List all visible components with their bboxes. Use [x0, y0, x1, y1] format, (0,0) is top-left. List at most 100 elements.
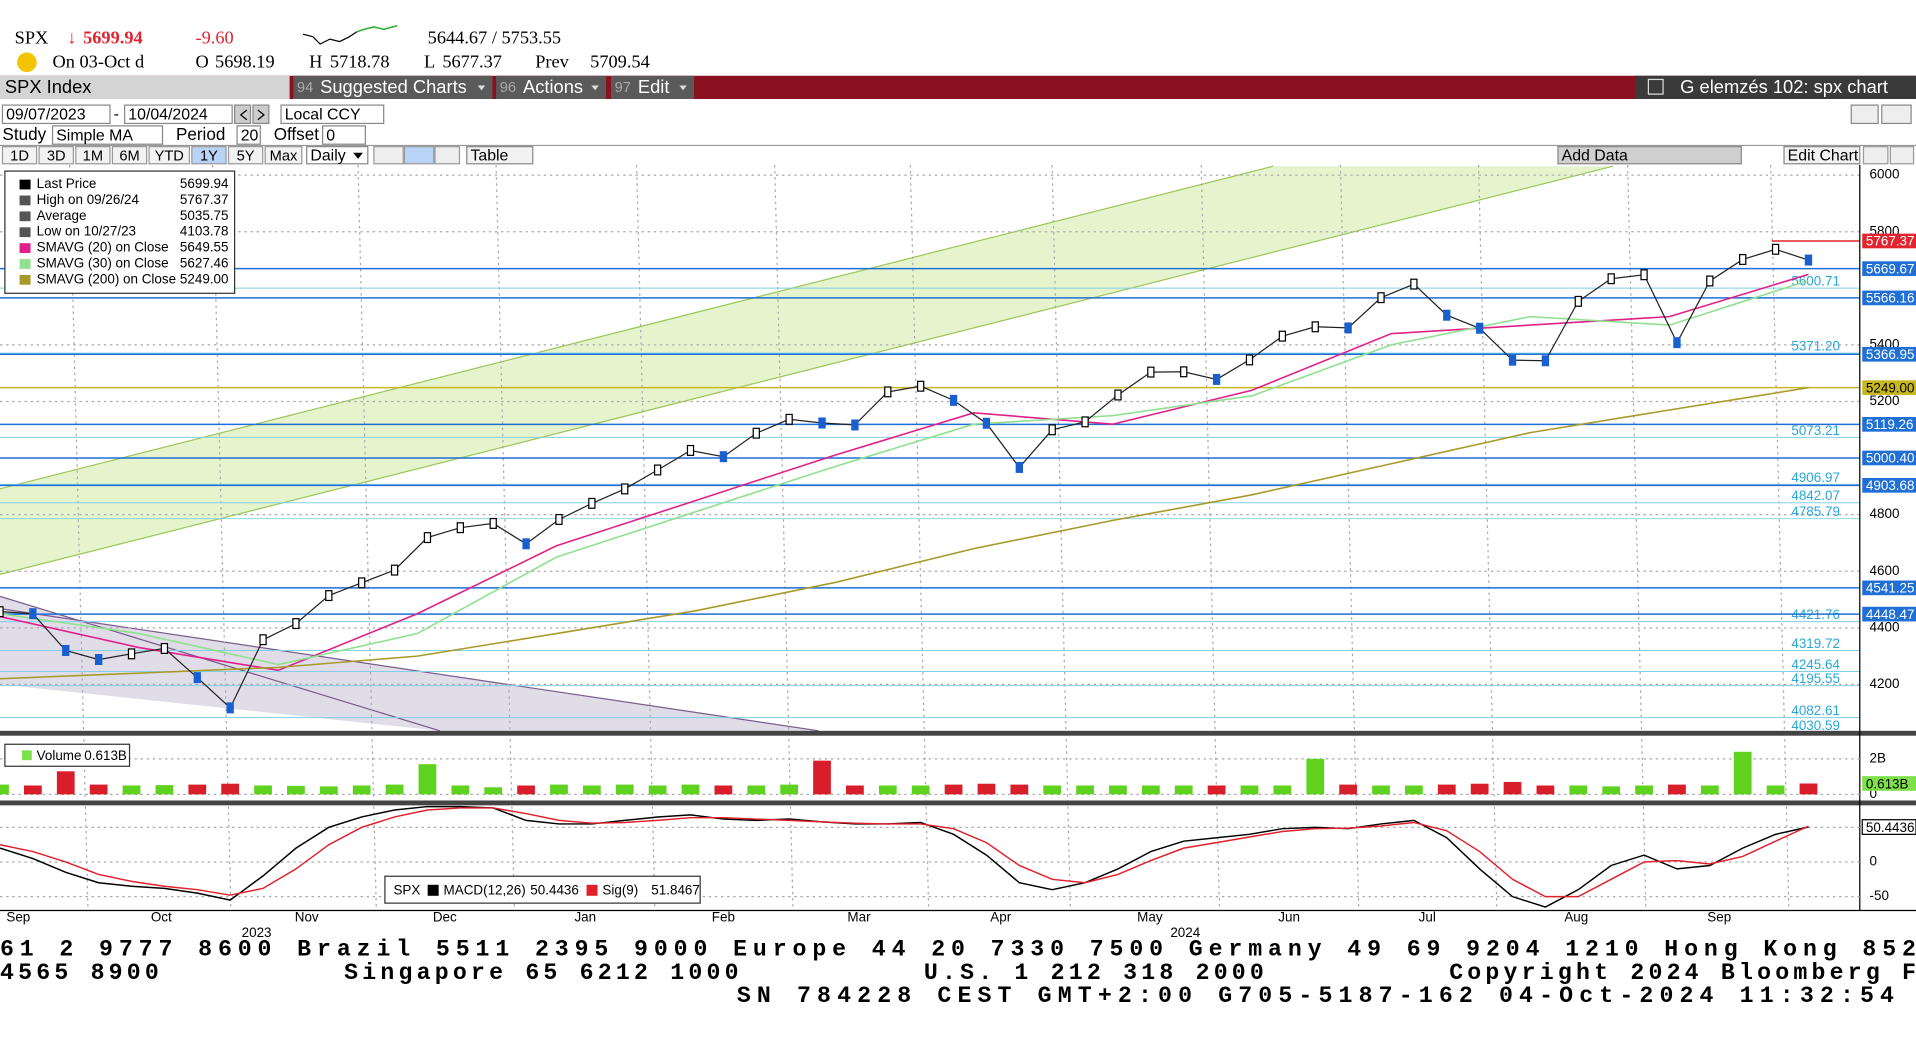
range-label: 1M	[83, 148, 103, 164]
prev-arrow	[239, 109, 248, 121]
period-box[interactable]	[236, 125, 261, 145]
sma-line	[0, 279, 1809, 666]
level-tag-label: 4448.47	[1866, 607, 1915, 622]
next-arrow	[257, 109, 265, 121]
tool-2[interactable]	[403, 146, 435, 165]
menu-button[interactable]	[496, 75, 607, 99]
date-grid	[909, 164, 930, 911]
menu-button[interactable]	[610, 75, 695, 99]
legend-name: SMAVG (30) on Close	[37, 256, 169, 271]
date-grid	[1200, 164, 1221, 911]
volume-bar	[1273, 785, 1292, 795]
volume-bar	[1339, 784, 1358, 795]
x-tick-label: Mar	[847, 909, 871, 924]
redo[interactable]	[1881, 104, 1912, 125]
volume-bar	[1405, 785, 1423, 795]
volume-tick-label: 2B	[1870, 750, 1886, 765]
range-button[interactable]	[191, 146, 227, 165]
range-button[interactable]	[148, 146, 191, 165]
price-marker	[1015, 461, 1023, 473]
volume-bar	[1010, 784, 1029, 795]
level-tag	[1862, 261, 1916, 276]
price-marker	[29, 608, 37, 620]
high-label: H	[309, 52, 322, 72]
volume-bar	[56, 771, 75, 795]
offset-box[interactable]	[321, 125, 366, 145]
prev-button[interactable]	[234, 104, 252, 125]
prev-label: Prev	[535, 52, 569, 72]
price-marker	[1245, 354, 1254, 366]
macd-tag	[1861, 819, 1916, 835]
macd-legend-value: 51.8467	[651, 882, 700, 897]
range-button[interactable]	[264, 146, 303, 165]
date-grid	[1769, 164, 1790, 911]
tool-1[interactable]	[373, 146, 404, 165]
range-label: 1D	[10, 148, 29, 164]
date-grid	[1339, 164, 1360, 911]
gear[interactable]	[1889, 146, 1915, 165]
undo[interactable]	[1850, 104, 1879, 125]
volume-legend	[4, 743, 131, 767]
start-date: 09/07/2023	[6, 107, 86, 124]
security: SPX Index	[5, 76, 92, 97]
add-data-box[interactable]	[1557, 146, 1742, 165]
range-button[interactable]	[111, 146, 148, 165]
menu-number: 94	[297, 80, 313, 96]
legend-value: 5035.75	[180, 208, 229, 223]
macd-line	[0, 805, 1809, 908]
volume-bar	[89, 784, 108, 795]
date: On 03-Oct d	[53, 52, 145, 72]
tool-3[interactable]	[434, 146, 461, 165]
range-button[interactable]	[75, 146, 111, 165]
icon	[17, 52, 37, 73]
range-button[interactable]	[38, 146, 74, 165]
frequency-box[interactable]	[306, 146, 369, 165]
price-marker	[325, 590, 333, 602]
y-tick-label: 6000	[1870, 167, 1900, 182]
macd-legend-name: MACD(12,26)	[444, 882, 526, 897]
start-date-box[interactable]	[1, 104, 111, 125]
menu-button[interactable]	[293, 75, 493, 99]
volume-bar	[1043, 785, 1062, 795]
price-marker	[62, 644, 70, 656]
price-marker	[982, 417, 991, 429]
volume-bar	[1635, 785, 1653, 795]
legend-name: Last Price	[37, 176, 97, 191]
edit-chart-box[interactable]	[1783, 146, 1861, 165]
date-grid	[1051, 164, 1072, 911]
volume-bar	[1766, 785, 1785, 795]
level-label: 4842.07	[1791, 488, 1840, 503]
price-marker	[0, 606, 4, 618]
menu-label: Actions	[523, 76, 583, 97]
next-button[interactable]	[252, 104, 270, 125]
menu-caret	[591, 85, 599, 91]
volume-bar	[385, 784, 404, 795]
date-grid	[636, 164, 656, 911]
volume-legend-name: Volume	[37, 748, 82, 763]
price-marker	[193, 672, 201, 684]
level-tag-label: 5566.16	[1866, 291, 1915, 306]
sma-line	[0, 273, 1809, 672]
arrow: ↓	[67, 27, 76, 47]
volume-bar	[780, 784, 799, 795]
legend-swatch	[19, 274, 31, 285]
legend-swatch	[19, 243, 31, 253]
volume-bar	[615, 784, 634, 795]
security-box[interactable]	[0, 75, 290, 99]
level-tag-label: 5249.00	[1866, 380, 1915, 395]
launch-icon[interactable]	[1647, 78, 1664, 95]
level-tag	[1862, 346, 1916, 362]
range-label: 3D	[47, 148, 66, 164]
table-button-box[interactable]	[466, 146, 534, 165]
price-marker	[522, 538, 530, 550]
currency-box[interactable]	[280, 104, 385, 125]
study-box[interactable]	[51, 125, 164, 145]
range-button[interactable]	[1, 146, 38, 165]
settings[interactable]	[1862, 146, 1889, 165]
volume-bar	[1536, 785, 1555, 795]
volume-legend-value: 0.613B	[84, 748, 127, 763]
volume-bar	[944, 784, 963, 795]
range-button[interactable]	[227, 146, 264, 165]
level-label: 4245.64	[1791, 657, 1840, 672]
end-date-box[interactable]	[124, 104, 233, 125]
